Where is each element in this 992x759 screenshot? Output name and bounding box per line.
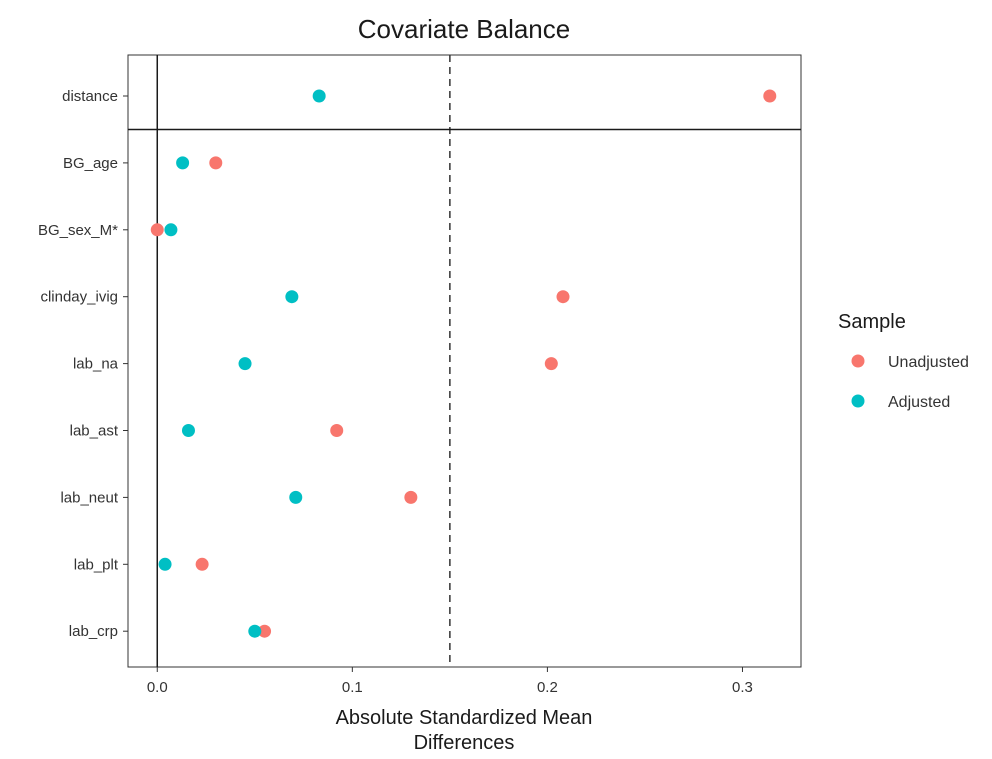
chart-title: Covariate Balance: [358, 14, 570, 44]
x-tick-label: 0.1: [342, 679, 363, 696]
adjusted-point: [238, 357, 252, 371]
unadjusted-point: [195, 557, 209, 571]
y-tick-label: lab_ast: [70, 423, 119, 440]
unadjusted-point: [209, 156, 223, 170]
unadjusted-point: [404, 490, 418, 504]
x-tick-label: 0.0: [147, 679, 168, 696]
y-tick-label: lab_crp: [69, 623, 118, 640]
y-tick-label: lab_neut: [60, 489, 118, 506]
adjusted-point: [176, 156, 190, 170]
adjusted-point: [158, 557, 172, 571]
adjusted-point: [289, 490, 303, 504]
y-tick-label: BG_age: [63, 155, 118, 172]
legend-unadjusted-label: Unadjusted: [888, 354, 969, 371]
unadjusted-point: [150, 223, 164, 237]
legend: Sample Unadjusted Adjusted: [838, 311, 969, 411]
y-tick-label: clinday_ivig: [40, 289, 118, 306]
legend-unadjusted-key: [851, 354, 865, 368]
adjusted-point: [181, 424, 195, 437]
adjusted-point: [312, 89, 326, 103]
x-tick-label: 0.2: [537, 679, 558, 696]
x-axis-title-line1: Absolute Standardized Mean: [336, 707, 593, 729]
unadjusted-point: [258, 624, 272, 638]
unadjusted-point: [763, 89, 777, 103]
x-tick-label: 0.3: [732, 679, 753, 696]
legend-adjusted-key: [851, 394, 865, 408]
adjusted-point: [164, 223, 178, 237]
y-tick-label: distance: [62, 88, 118, 105]
y-tick-label: lab_plt: [74, 556, 119, 573]
unadjusted-point: [544, 357, 558, 371]
y-tick-label: BG_sex_M*: [38, 222, 118, 239]
y-tick-label: lab_na: [73, 356, 119, 373]
adjusted-point: [285, 290, 299, 304]
unadjusted-point: [556, 290, 570, 304]
unadjusted-point: [330, 424, 344, 437]
adjusted-point: [248, 624, 262, 638]
legend-adjusted-label: Adjusted: [888, 394, 950, 411]
x-axis-title-line2: Differences: [414, 732, 515, 754]
plot-panel-border: [127, 54, 802, 668]
legend-title: Sample: [838, 311, 906, 333]
